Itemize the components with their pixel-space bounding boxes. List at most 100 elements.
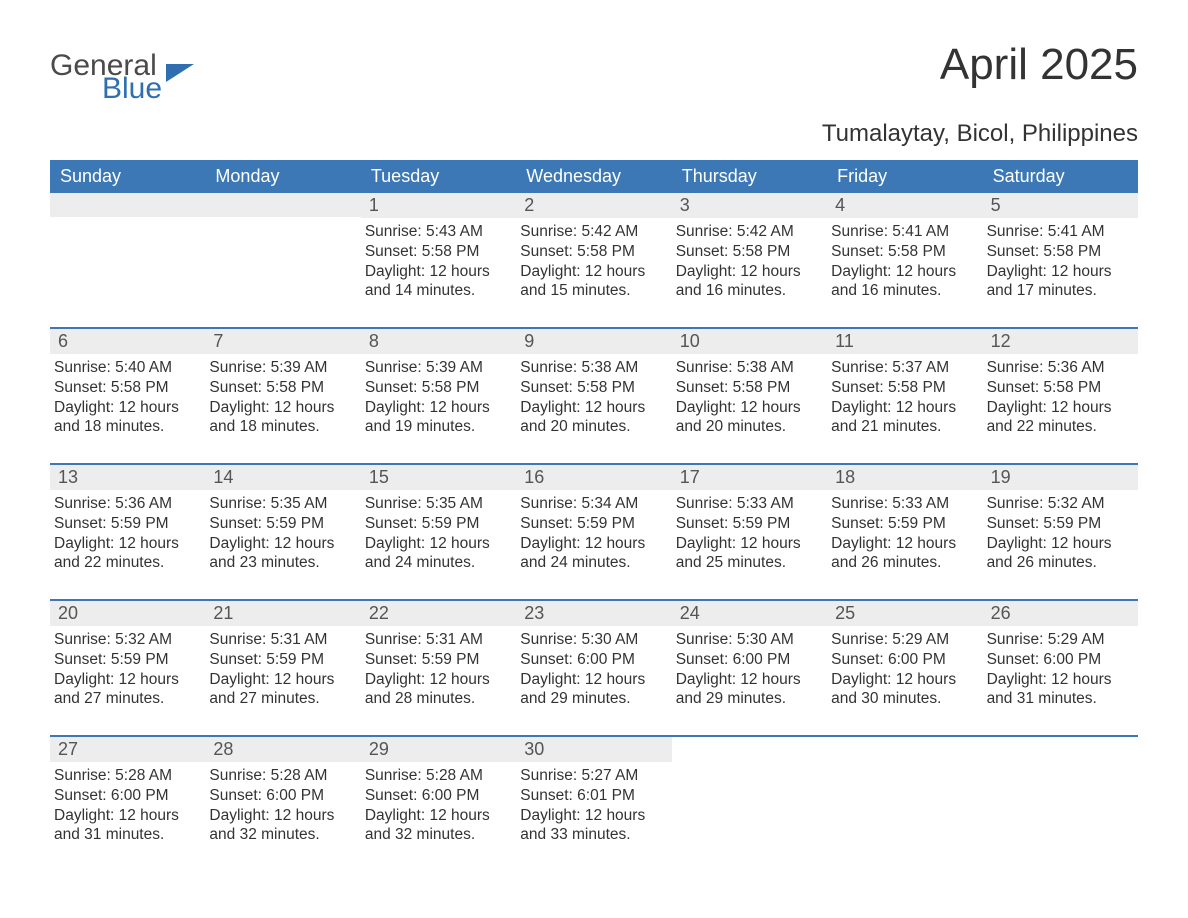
calendar-cell: 8Sunrise: 5:39 AMSunset: 5:58 PMDaylight… (361, 329, 516, 449)
location-label: Tumalaytay, Bicol, Philippines (50, 120, 1138, 148)
day-number: 3 (672, 193, 827, 218)
calendar-cell: 17Sunrise: 5:33 AMSunset: 5:59 PMDayligh… (672, 465, 827, 585)
cell-line-daylight1: Daylight: 12 hours (209, 398, 352, 418)
cell-line-daylight2: and 27 minutes. (209, 689, 352, 709)
cell-line-sunset: Sunset: 5:59 PM (209, 650, 352, 670)
cell-line-daylight1: Daylight: 12 hours (520, 398, 663, 418)
cell-body: Sunrise: 5:31 AMSunset: 5:59 PMDaylight:… (361, 626, 516, 713)
cell-line-daylight2: and 28 minutes. (365, 689, 508, 709)
cell-line-daylight1: Daylight: 12 hours (987, 262, 1130, 282)
day-number: 25 (827, 601, 982, 626)
cell-line-daylight1: Daylight: 12 hours (676, 398, 819, 418)
cell-line-sunset: Sunset: 5:59 PM (209, 514, 352, 534)
day-number: 8 (361, 329, 516, 354)
week-row: 6Sunrise: 5:40 AMSunset: 5:58 PMDaylight… (50, 327, 1138, 449)
week-row: 20Sunrise: 5:32 AMSunset: 5:59 PMDayligh… (50, 599, 1138, 721)
day-number: 4 (827, 193, 982, 218)
cell-line-daylight1: Daylight: 12 hours (831, 670, 974, 690)
cell-line-daylight1: Daylight: 12 hours (831, 534, 974, 554)
cell-body: Sunrise: 5:35 AMSunset: 5:59 PMDaylight:… (205, 490, 360, 577)
calendar-cell: 2Sunrise: 5:42 AMSunset: 5:58 PMDaylight… (516, 193, 671, 313)
day-number: 23 (516, 601, 671, 626)
cell-body: Sunrise: 5:29 AMSunset: 6:00 PMDaylight:… (983, 626, 1138, 713)
day-number: 15 (361, 465, 516, 490)
cell-body: Sunrise: 5:33 AMSunset: 5:59 PMDaylight:… (827, 490, 982, 577)
week-row: 13Sunrise: 5:36 AMSunset: 5:59 PMDayligh… (50, 463, 1138, 585)
cell-line-sunrise: Sunrise: 5:42 AM (520, 222, 663, 242)
cell-line-daylight1: Daylight: 12 hours (520, 534, 663, 554)
day-header-sun: Sunday (50, 160, 205, 193)
logo-text: General Blue (50, 52, 162, 102)
calendar-cell: 10Sunrise: 5:38 AMSunset: 5:58 PMDayligh… (672, 329, 827, 449)
cell-body: Sunrise: 5:28 AMSunset: 6:00 PMDaylight:… (361, 762, 516, 849)
weeks-container: 1Sunrise: 5:43 AMSunset: 5:58 PMDaylight… (50, 193, 1138, 857)
cell-line-daylight2: and 18 minutes. (54, 417, 197, 437)
cell-line-daylight2: and 20 minutes. (676, 417, 819, 437)
calendar: Sunday Monday Tuesday Wednesday Thursday… (50, 160, 1138, 857)
cell-line-daylight2: and 29 minutes. (676, 689, 819, 709)
cell-line-daylight2: and 16 minutes. (676, 281, 819, 301)
cell-body: Sunrise: 5:30 AMSunset: 6:00 PMDaylight:… (516, 626, 671, 713)
cell-body: Sunrise: 5:40 AMSunset: 5:58 PMDaylight:… (50, 354, 205, 441)
day-number: 21 (205, 601, 360, 626)
cell-line-daylight1: Daylight: 12 hours (987, 398, 1130, 418)
cell-body: Sunrise: 5:42 AMSunset: 5:58 PMDaylight:… (672, 218, 827, 305)
cell-line-sunrise: Sunrise: 5:31 AM (365, 630, 508, 650)
calendar-cell: 25Sunrise: 5:29 AMSunset: 6:00 PMDayligh… (827, 601, 982, 721)
cell-line-sunset: Sunset: 5:59 PM (365, 650, 508, 670)
day-number: 29 (361, 737, 516, 762)
day-number: 27 (50, 737, 205, 762)
cell-line-sunrise: Sunrise: 5:28 AM (365, 766, 508, 786)
cell-line-sunrise: Sunrise: 5:30 AM (676, 630, 819, 650)
cell-line-sunset: Sunset: 5:58 PM (676, 378, 819, 398)
cell-line-sunset: Sunset: 6:00 PM (676, 650, 819, 670)
day-number: 1 (361, 193, 516, 218)
cell-body: Sunrise: 5:42 AMSunset: 5:58 PMDaylight:… (516, 218, 671, 305)
day-header-fri: Friday (827, 160, 982, 193)
cell-line-sunset: Sunset: 6:00 PM (520, 650, 663, 670)
cell-line-daylight2: and 27 minutes. (54, 689, 197, 709)
day-number: 19 (983, 465, 1138, 490)
cell-body: Sunrise: 5:37 AMSunset: 5:58 PMDaylight:… (827, 354, 982, 441)
cell-line-sunset: Sunset: 6:01 PM (520, 786, 663, 806)
day-number: 20 (50, 601, 205, 626)
calendar-cell: 14Sunrise: 5:35 AMSunset: 5:59 PMDayligh… (205, 465, 360, 585)
cell-line-daylight1: Daylight: 12 hours (831, 262, 974, 282)
day-number: 9 (516, 329, 671, 354)
day-number: 7 (205, 329, 360, 354)
cell-line-daylight1: Daylight: 12 hours (520, 806, 663, 826)
cell-line-daylight2: and 14 minutes. (365, 281, 508, 301)
cell-line-sunrise: Sunrise: 5:40 AM (54, 358, 197, 378)
cell-line-daylight2: and 20 minutes. (520, 417, 663, 437)
cell-line-sunset: Sunset: 5:58 PM (365, 378, 508, 398)
cell-body: Sunrise: 5:39 AMSunset: 5:58 PMDaylight:… (205, 354, 360, 441)
cell-line-daylight1: Daylight: 12 hours (520, 262, 663, 282)
cell-line-daylight2: and 32 minutes. (209, 825, 352, 845)
cell-line-daylight1: Daylight: 12 hours (676, 262, 819, 282)
calendar-cell (50, 193, 205, 313)
cell-line-sunset: Sunset: 6:00 PM (209, 786, 352, 806)
calendar-cell: 12Sunrise: 5:36 AMSunset: 5:58 PMDayligh… (983, 329, 1138, 449)
cell-body: Sunrise: 5:30 AMSunset: 6:00 PMDaylight:… (672, 626, 827, 713)
day-header-wed: Wednesday (516, 160, 671, 193)
cell-line-sunrise: Sunrise: 5:29 AM (831, 630, 974, 650)
cell-line-daylight1: Daylight: 12 hours (54, 398, 197, 418)
day-number: 5 (983, 193, 1138, 218)
calendar-cell: 1Sunrise: 5:43 AMSunset: 5:58 PMDaylight… (361, 193, 516, 313)
cell-line-daylight1: Daylight: 12 hours (209, 534, 352, 554)
cell-line-daylight2: and 21 minutes. (831, 417, 974, 437)
day-number (50, 193, 205, 217)
cell-line-sunrise: Sunrise: 5:28 AM (54, 766, 197, 786)
cell-body: Sunrise: 5:38 AMSunset: 5:58 PMDaylight:… (516, 354, 671, 441)
cell-line-daylight2: and 24 minutes. (520, 553, 663, 573)
cell-body: Sunrise: 5:38 AMSunset: 5:58 PMDaylight:… (672, 354, 827, 441)
day-number (672, 737, 827, 761)
calendar-cell: 30Sunrise: 5:27 AMSunset: 6:01 PMDayligh… (516, 737, 671, 857)
cell-body: Sunrise: 5:39 AMSunset: 5:58 PMDaylight:… (361, 354, 516, 441)
cell-line-sunrise: Sunrise: 5:39 AM (365, 358, 508, 378)
cell-line-daylight1: Daylight: 12 hours (987, 534, 1130, 554)
calendar-cell (827, 737, 982, 857)
cell-body: Sunrise: 5:33 AMSunset: 5:59 PMDaylight:… (672, 490, 827, 577)
calendar-cell: 7Sunrise: 5:39 AMSunset: 5:58 PMDaylight… (205, 329, 360, 449)
cell-line-sunset: Sunset: 5:58 PM (209, 378, 352, 398)
